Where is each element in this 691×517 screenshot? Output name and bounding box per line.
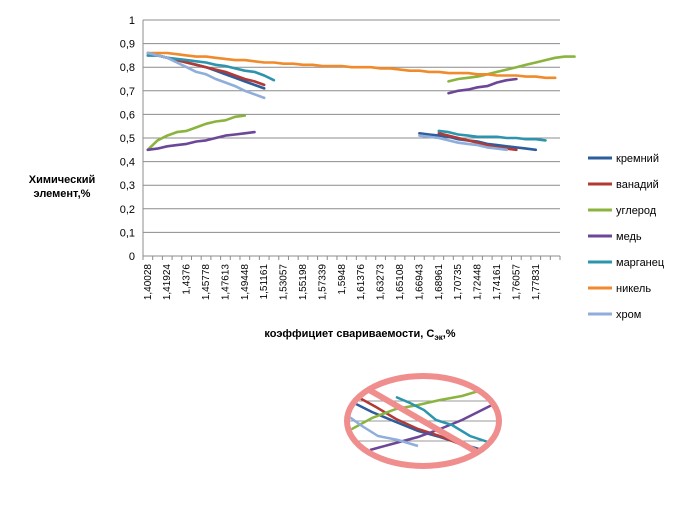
series-line	[146, 114, 247, 152]
y-tick-label: 0	[129, 251, 135, 263]
y-tick-label: 1	[129, 15, 135, 27]
sign-mini-line	[350, 414, 419, 448]
x-tick-label: 1,76057	[511, 264, 522, 301]
x-tick-label: 1,57339	[317, 264, 328, 301]
x-tick-label: 1,45778	[201, 264, 212, 301]
sign-mini-line	[350, 388, 483, 432]
legend-entry: медь	[616, 231, 642, 243]
sign-ring	[344, 373, 502, 469]
x-tick-label: 1,61376	[356, 264, 367, 301]
x-tick-label: 1,5948	[337, 264, 348, 295]
x-tick-label: 1,74161	[492, 264, 503, 301]
legend-entry: хром	[616, 309, 641, 321]
y-tick-label: 0,3	[120, 180, 135, 192]
x-axis-label-subscript: эк	[434, 333, 443, 342]
x-axis	[142, 20, 561, 260]
series-line	[146, 51, 266, 100]
x-tick-label: 1,49448	[240, 264, 251, 301]
x-tick-label: 1,68961	[434, 264, 445, 301]
legend-entry: марганец	[616, 257, 665, 269]
x-axis-label-unit: ,%	[443, 328, 456, 340]
y-tick-label: 0,8	[120, 62, 135, 74]
y-tick-label: 0,1	[120, 227, 135, 239]
gridlines	[143, 19, 560, 233]
y-axis-label-line2: элемент,%	[34, 188, 91, 200]
x-tick-label: 1,51161	[259, 264, 270, 300]
x-tick-label: 1,4376	[182, 264, 193, 295]
y-axis-ticks: 0 0,1 0,2 0,3 0,4 0,5 0,6 0,7 0,8 0,9 1	[120, 15, 135, 263]
series-line	[418, 134, 509, 152]
sign-slash	[368, 388, 478, 454]
y-tick-label: 0,6	[120, 109, 135, 121]
prohibition-sign-image	[344, 373, 502, 469]
legend-entry: ванадий	[616, 179, 659, 191]
y-tick-label: 0,9	[120, 39, 135, 51]
x-axis-label-main: коэффициет свариваемости, С	[264, 328, 434, 340]
x-tick-label: 1,40028	[143, 264, 154, 301]
x-tick-label: 1,72448	[473, 264, 484, 301]
x-axis-ticks: 1,40028 1,41924 1,4376 1,45778 1,47613 1,4944…	[143, 264, 542, 301]
x-tick-label: 1,53057	[279, 264, 290, 301]
y-tick-label: 0,5	[120, 133, 135, 145]
y-tick-label: 0,2	[120, 204, 135, 216]
x-tick-label: 1,65108	[395, 264, 406, 301]
x-tick-label: 1,41924	[162, 264, 173, 301]
y-axis-label-line1: Химический	[29, 174, 96, 186]
series-line	[447, 77, 518, 95]
x-tick-label: 1,66943	[414, 264, 425, 301]
x-tick-label: 1,63273	[376, 264, 387, 301]
series-line	[447, 55, 576, 83]
y-tick-label: 0,7	[120, 86, 135, 98]
x-tick-label: 1,77831	[531, 264, 542, 301]
x-tick-label: 1,70735	[453, 264, 464, 301]
y-tick-label: 0,4	[120, 157, 135, 169]
series-line	[146, 130, 256, 152]
legend-entry: кремний	[616, 153, 659, 165]
x-tick-label: 1,55198	[298, 264, 309, 301]
series-lines	[146, 51, 576, 152]
legend-entry: углерод	[616, 205, 657, 217]
sign-mini-line	[395, 395, 489, 444]
legend-entry: никель	[616, 283, 651, 295]
series-line	[437, 129, 547, 142]
series-line	[146, 51, 557, 80]
legend: кремний ванадий углерод медь марганец никель х…	[588, 153, 665, 321]
x-tick-label: 1,47613	[220, 264, 231, 301]
x-axis-label: коэффициет свариваемости, Сэк,%	[264, 328, 455, 342]
